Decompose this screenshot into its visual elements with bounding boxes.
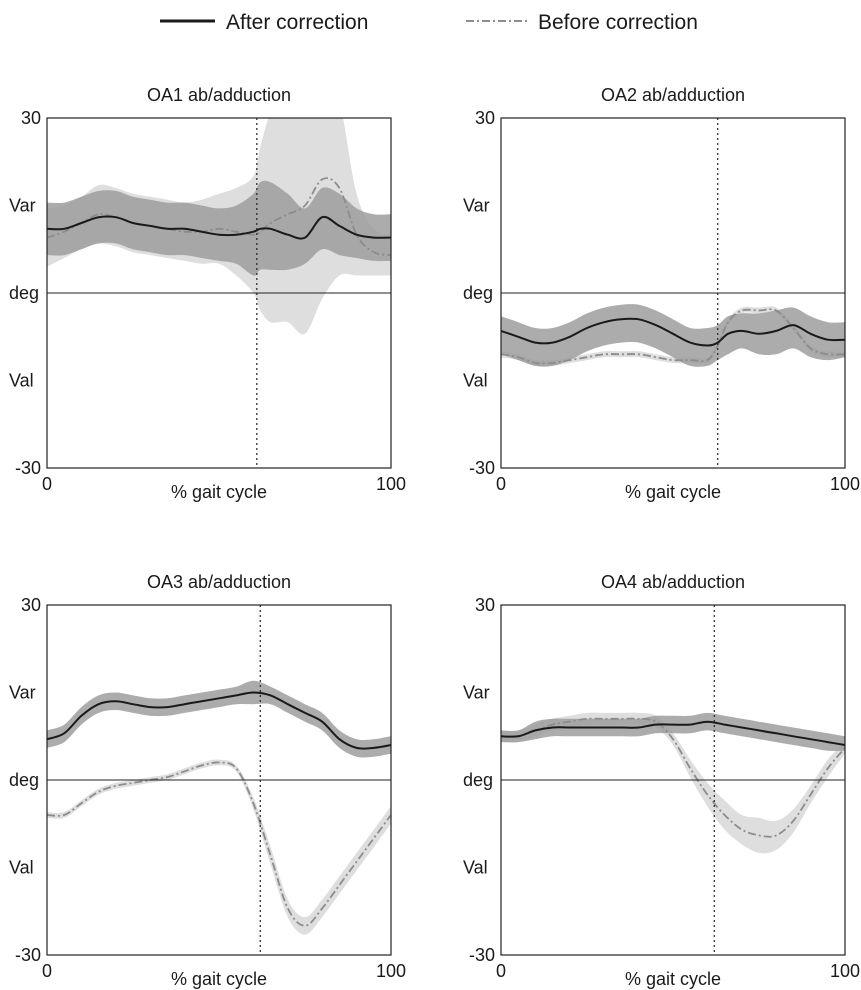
before-correction-band: [501, 712, 845, 854]
chart-title: OA4 ab/adduction: [601, 572, 745, 592]
y-tick-label-bottom: -30: [469, 945, 495, 965]
y-tick-label-bottom: -30: [15, 458, 41, 478]
legend: After correction Before correction: [160, 11, 698, 34]
x-tick-label-end: 100: [376, 474, 406, 494]
x-axis-label: % gait cycle: [625, 482, 721, 502]
before-correction-line: [501, 717, 845, 838]
y-axis-label-var: Var: [9, 683, 36, 703]
before-correction-line: [47, 761, 391, 927]
y-axis-label-var: Var: [9, 196, 36, 216]
chart-panel-1: OA1 ab/adduction 30 -30 Var deg Val 0 100 % gait…: [9, 85, 406, 502]
y-tick-label-bottom: -30: [469, 458, 495, 478]
x-tick-label-start: 0: [496, 961, 506, 981]
chart-panels: OA1 ab/adduction 30 -30 Var deg Val 0 100 % gait…: [9, 85, 860, 989]
chart-title: OA2 ab/adduction: [601, 85, 745, 105]
y-axis-label-var: Var: [463, 683, 490, 703]
before-correction-band: [47, 759, 391, 935]
y-tick-label-top: 30: [475, 108, 495, 128]
y-axis-label-deg: deg: [463, 770, 493, 790]
before-correction-line: [501, 308, 845, 365]
plot-frame: [500, 604, 846, 956]
after-correction-band: [47, 680, 391, 758]
after-correction-band: [501, 712, 845, 752]
y-axis-label-val: Val: [463, 858, 488, 878]
before-correction-line: [47, 177, 391, 256]
plot-area: [47, 680, 391, 935]
y-tick-label-top: 30: [21, 108, 41, 128]
y-axis-label-val: Val: [463, 371, 488, 391]
plot-area: [501, 304, 845, 367]
plot-area: [47, 118, 391, 335]
y-tick-label-bottom: -30: [15, 945, 41, 965]
after-correction-line: [501, 317, 845, 347]
plot-frame: [46, 604, 392, 956]
chart-title: OA3 ab/adduction: [147, 572, 291, 592]
y-axis-label-deg: deg: [9, 770, 39, 790]
x-tick-label-end: 100: [830, 474, 860, 494]
legend-after-label: After correction: [226, 11, 368, 34]
y-tick-label-top: 30: [21, 595, 41, 615]
plot-area: [501, 712, 845, 854]
chart-panel-4: OA4 ab/adduction 30 -30 Var deg Val 0 100 % gait…: [463, 572, 860, 989]
chart-title: OA1 ab/adduction: [147, 85, 291, 105]
x-tick-label-end: 100: [376, 961, 406, 981]
plot-frame: [500, 117, 846, 469]
x-axis-label: % gait cycle: [171, 482, 267, 502]
chart-panel-3: OA3 ab/adduction 30 -30 Var deg Val 0 100 % gait…: [9, 572, 406, 989]
after-correction-line: [501, 720, 845, 746]
y-axis-label-deg: deg: [9, 283, 39, 303]
chart-panel-2: OA2 ab/adduction 30 -30 Var deg Val 0 100 % gait…: [463, 85, 860, 502]
after-correction-line: [47, 215, 391, 240]
x-tick-label-start: 0: [42, 474, 52, 494]
x-axis-label: % gait cycle: [171, 969, 267, 989]
y-axis-label-deg: deg: [463, 283, 493, 303]
y-axis-label-val: Val: [9, 371, 34, 391]
y-axis-label-var: Var: [463, 196, 490, 216]
y-axis-label-val: Val: [9, 858, 34, 878]
after-correction-band: [501, 304, 845, 367]
x-tick-label-start: 0: [42, 961, 52, 981]
x-tick-label-start: 0: [496, 474, 506, 494]
after-correction-line: [47, 691, 391, 750]
x-axis-label: % gait cycle: [625, 969, 721, 989]
plot-frame: [46, 117, 392, 469]
x-tick-label-end: 100: [830, 961, 860, 981]
legend-before-label: Before correction: [538, 11, 698, 34]
y-tick-label-top: 30: [475, 595, 495, 615]
